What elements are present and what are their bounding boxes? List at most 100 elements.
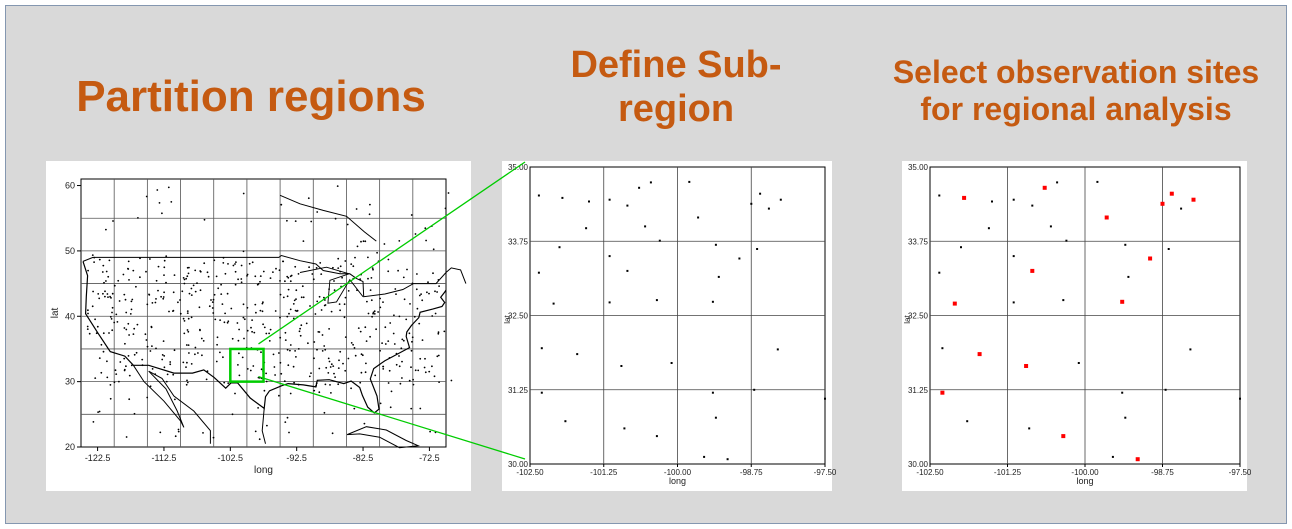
subregion-site-point (759, 192, 762, 195)
map-y-tick-label: 30 (65, 377, 75, 387)
selected-site-point (1127, 275, 1130, 278)
subregion-x-tick-label: -97.50 (814, 468, 837, 477)
selected-x-tick-label: -101.25 (994, 468, 1022, 477)
map-x-tick-label: -112.5 (152, 453, 177, 463)
selected-site-point (1180, 207, 1183, 210)
zoom-connector-lines (258, 161, 526, 460)
select-sites-heading: Select observation sites for regional an… (851, 54, 1292, 128)
us-map-panel: -122.5 -112.5 -102.5 -92.5 -82.5 -72.5 60 50 40 3… (46, 161, 471, 491)
subregion-site-point (564, 420, 567, 423)
map-y-axis-label: lat (50, 307, 61, 318)
selected-site-point (1031, 204, 1034, 207)
slide-background: Partition regions Define Sub- region Sel… (5, 5, 1287, 524)
selected-site-point (941, 347, 944, 350)
subregion-site-point (824, 397, 826, 400)
selected-site-point (1062, 299, 1065, 302)
map-x-tick-label: -72.5 (419, 453, 440, 463)
selected-selected-site-point (1160, 201, 1165, 206)
subregion-site-point (558, 246, 561, 249)
subregion-site-point (608, 198, 611, 201)
selected-site-point (1096, 180, 1099, 183)
subregion-site-point (540, 347, 543, 350)
selected-selected-site-point (1135, 457, 1140, 462)
subregion-x-tick-label: -101.25 (590, 468, 618, 477)
subregion-site-point (552, 302, 555, 305)
subregion-site-point (576, 353, 579, 356)
zoom-connector-bottom (258, 376, 526, 460)
subregion-site-point (585, 227, 588, 230)
selected-site-point (1124, 416, 1127, 419)
station-dots (86, 185, 453, 441)
selected-selected-site-point (1120, 299, 1125, 304)
mexico-west-coast (148, 370, 211, 444)
selected-selected-site-point (977, 352, 982, 357)
selected-site-point (1164, 388, 1167, 391)
subregion-x-tick-label: -102.50 (516, 468, 544, 477)
selected-selected-site-point (1030, 268, 1035, 273)
subregion-site-point (644, 225, 647, 228)
subregion-x-tick-label: -100.00 (664, 468, 692, 477)
subregion-y-axis-label: lat (503, 315, 512, 324)
selected-site-point (938, 194, 941, 197)
selected-site-point (1189, 348, 1192, 351)
subregion-site-point (714, 416, 717, 419)
select-sites-heading-line-1: Select observation sites (892, 54, 1260, 90)
subregion-site-point (608, 301, 611, 304)
selected-x-tick-label: -97.50 (1229, 468, 1252, 477)
subregion-site-point (670, 362, 673, 364)
selected-selected-site-point (1169, 191, 1174, 196)
selected-y-tick-label: 31.25 (908, 386, 929, 395)
selected-site-point (1111, 455, 1114, 458)
define-subregion-heading-line-1: Define Sub- (570, 44, 782, 86)
subregion-x-axis-label: long (669, 476, 686, 486)
subregion-site-point (767, 207, 770, 210)
subregion-y-tick-label: 30.00 (508, 460, 529, 469)
map-x-tick-label: -102.5 (218, 453, 244, 463)
subregion-site-point (688, 180, 691, 183)
selected-selected-site-point (962, 195, 967, 200)
subregion-y-tick-label: 31.25 (508, 386, 529, 395)
selected-x-tick-label: -98.75 (1151, 468, 1174, 477)
subregion-site-point (649, 181, 652, 184)
subregion-site-point (588, 200, 590, 203)
map-y-tick-label: 50 (65, 246, 75, 256)
selected-y-axis-label: lat (903, 315, 912, 324)
subregion-site-point (638, 186, 641, 189)
selected-selected-site-point (952, 301, 957, 306)
coastline (82, 261, 447, 414)
northern-border (82, 254, 467, 298)
subregion-site-point (540, 391, 543, 394)
selected-site-point (1049, 225, 1052, 228)
map-y-tick-label: 40 (65, 311, 75, 321)
define-subregion-heading: Define Sub- region (516, 44, 836, 131)
selected-site-point (1121, 391, 1124, 394)
selected-selected-site-point (1061, 434, 1066, 439)
zoom-connector-top (258, 161, 526, 345)
subregion-site-point (623, 427, 626, 430)
subregion-site-point (620, 365, 623, 367)
subregion-site-point (537, 271, 540, 274)
selected-y-tick-label: 32.50 (908, 312, 929, 321)
subregion-y-tick-label: 33.75 (508, 237, 529, 246)
map-x-tick-label: -82.5 (353, 453, 374, 463)
subregion-site-point (726, 458, 729, 461)
selected-selected-site-point (1024, 364, 1029, 368)
cuba-outline (346, 426, 421, 449)
selected-site-point (1077, 362, 1080, 364)
baja-outline (132, 365, 185, 428)
selected-y-tick-label: 33.75 (908, 237, 929, 246)
selected-site-point (960, 246, 962, 249)
mexico-gulf-coast (261, 408, 266, 444)
define-subregion-heading-line-2: region (617, 87, 735, 130)
subregion-highlight-box (229, 347, 265, 383)
subregion-site-point (626, 269, 629, 272)
selected-x-tick-label: -102.50 (916, 468, 944, 477)
select-sites-heading-line-2: for regional analysis (920, 90, 1232, 127)
subregion-y-tick-label: 32.50 (508, 312, 529, 321)
map-x-axis-label: long (254, 465, 273, 476)
selected-selected-site-point (1104, 215, 1109, 220)
subregion-site-point (750, 202, 753, 205)
subregion-site-point (714, 243, 717, 246)
selected-site-point (1124, 243, 1127, 246)
us-map-plot: -122.5 -112.5 -102.5 -92.5 -82.5 -72.5 60 50 40 3… (50, 178, 467, 476)
